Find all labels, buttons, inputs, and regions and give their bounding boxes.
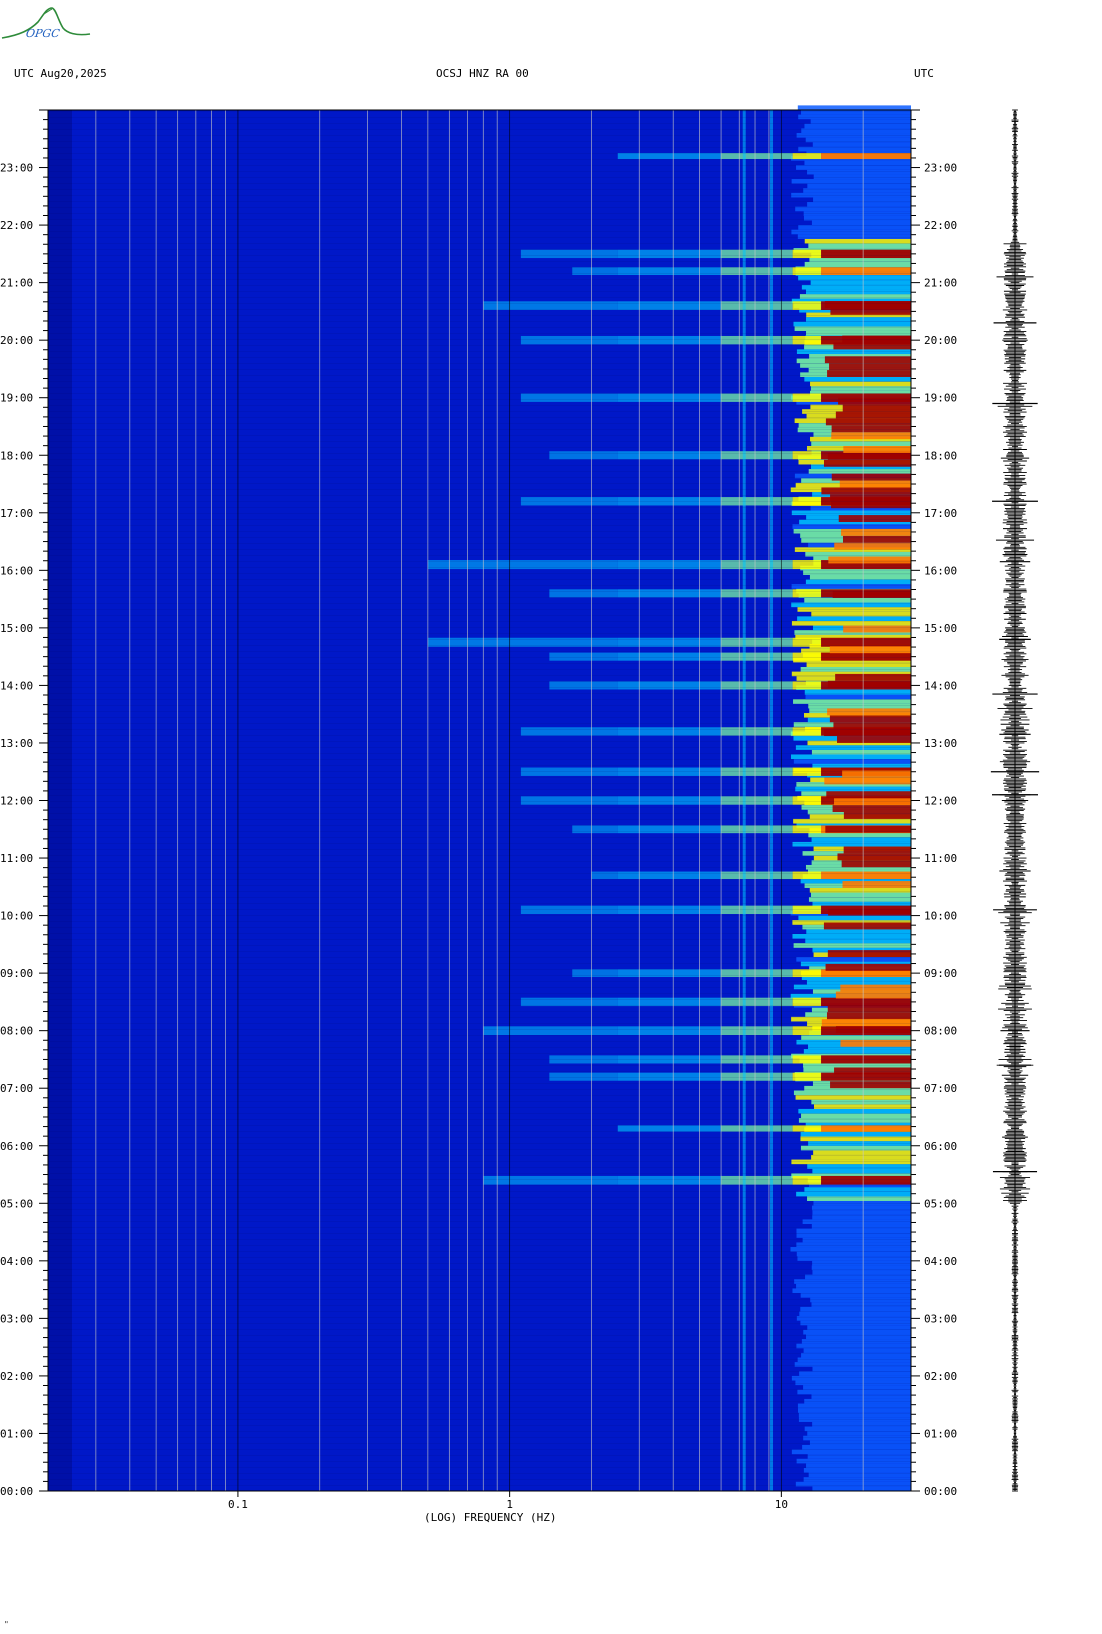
x-tick-label: 10 — [775, 1498, 788, 1511]
header-center: OCSJ HNZ RA 00 — [436, 67, 529, 80]
y-tick-label-left: 05:00 — [0, 1197, 33, 1210]
y-tick-label-right: 12:00 — [924, 795, 957, 808]
y-tick-label-left: 12:00 — [0, 795, 33, 808]
header-left: UTC Aug20,2025 — [14, 67, 107, 80]
y-tick-label-right: 18:00 — [924, 449, 957, 462]
y-tick-label-right: 21:00 — [924, 277, 957, 290]
y-tick-label-right: 00:00 — [924, 1485, 957, 1498]
y-tick-label-left: 04:00 — [0, 1255, 33, 1268]
y-tick-label-left: 01:00 — [0, 1427, 33, 1440]
y-tick-label-left: 07:00 — [0, 1082, 33, 1095]
y-tick-label-left: 06:00 — [0, 1140, 33, 1153]
y-tick-label-right: 07:00 — [924, 1082, 957, 1095]
y-tick-label-right: 05:00 — [924, 1197, 957, 1210]
y-tick-label-left: 17:00 — [0, 507, 33, 520]
y-tick-label-right: 19:00 — [924, 392, 957, 405]
y-tick-label-right: 01:00 — [924, 1427, 957, 1440]
y-tick-label-left: 11:00 — [0, 852, 33, 865]
y-tick-label-right: 10:00 — [924, 910, 957, 923]
y-tick-label-right: 14:00 — [924, 679, 957, 692]
y-tick-label-right: 09:00 — [924, 967, 957, 980]
y-tick-label-right: 06:00 — [924, 1140, 957, 1153]
axes: 00:00 00:00 01:00 01:00 02:00 02:00 03:00 03:00… — [0, 109, 957, 1511]
y-tick-label-right: 15:00 — [924, 622, 957, 635]
y-tick-label-left: 09:00 — [0, 967, 33, 980]
y-tick-label-left: 18:00 — [0, 449, 33, 462]
y-tick-label-left: 15:00 — [0, 622, 33, 635]
y-tick-label-left: 03:00 — [0, 1312, 33, 1325]
header-right: UTC — [914, 67, 934, 80]
y-tick-label-left: 23:00 — [0, 162, 33, 175]
y-tick-label-left: 02:00 — [0, 1370, 33, 1383]
y-tick-label-left: 13:00 — [0, 737, 33, 750]
opgc-logo: OPGC — [0, 0, 95, 52]
y-tick-label-right: 13:00 — [924, 737, 957, 750]
y-tick-label-left: 00:00 — [0, 1485, 33, 1498]
x-tick-label: 0.1 — [228, 1498, 248, 1511]
y-tick-label-left: 21:00 — [0, 277, 33, 290]
x-tick-label: 1 — [506, 1498, 513, 1511]
y-tick-label-left: 22:00 — [0, 219, 33, 232]
y-tick-label-left: 08:00 — [0, 1025, 33, 1038]
x-axis-label: (LOG) FREQUENCY (HZ) — [424, 1511, 557, 1524]
corner-mark: " — [4, 1620, 9, 1629]
y-tick-label-right: 16:00 — [924, 564, 957, 577]
y-tick-label-right: 20:00 — [924, 334, 957, 347]
y-tick-label-left: 10:00 — [0, 910, 33, 923]
y-tick-label-left: 19:00 — [0, 392, 33, 405]
y-tick-label-right: 04:00 — [924, 1255, 957, 1268]
y-tick-label-left: 14:00 — [0, 679, 33, 692]
y-tick-label-right: 22:00 — [924, 219, 957, 232]
y-tick-label-right: 08:00 — [924, 1025, 957, 1038]
y-tick-label-left: 20:00 — [0, 334, 33, 347]
y-tick-label-right: 17:00 — [924, 507, 957, 520]
y-tick-label-right: 11:00 — [924, 852, 957, 865]
spectrogram-plot — [47, 105, 912, 1491]
streak-overlay — [48, 110, 911, 1491]
y-tick-label-right: 23:00 — [924, 162, 957, 175]
y-tick-label-right: 03:00 — [924, 1312, 957, 1325]
ambient-band — [797, 105, 911, 110]
seismic-trace — [990, 109, 1040, 1492]
y-tick-label-right: 02:00 — [924, 1370, 957, 1383]
y-tick-label-left: 16:00 — [0, 564, 33, 577]
